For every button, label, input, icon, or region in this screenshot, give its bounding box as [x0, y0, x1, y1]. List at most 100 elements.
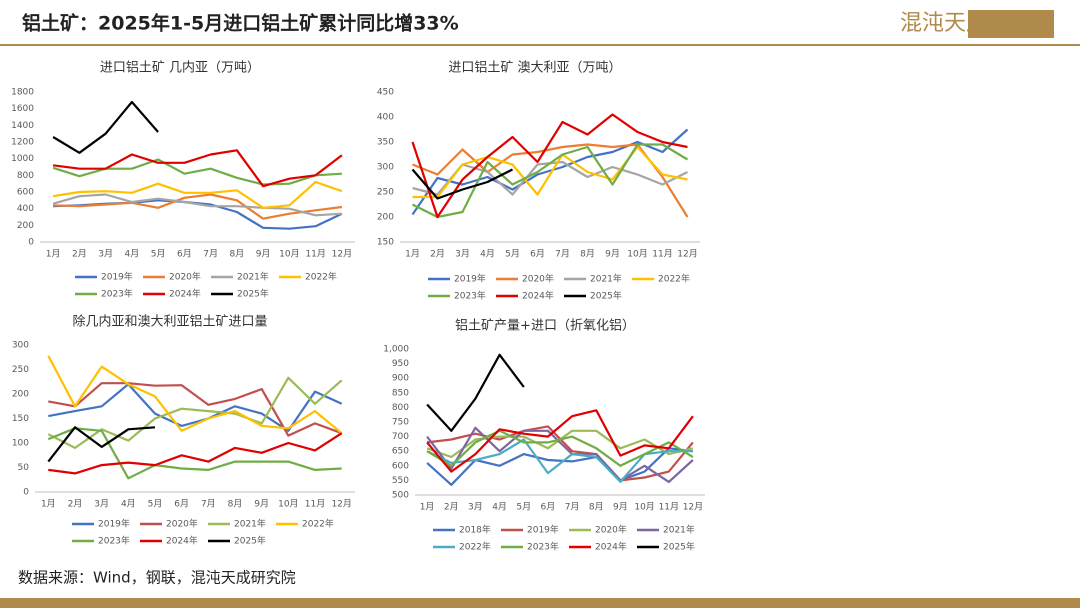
logo: 混沌天成研究院	[900, 11, 1054, 36]
x-tick-label: 3月	[98, 249, 113, 260]
x-tick-label: 10月	[278, 499, 298, 510]
x-tick-label: 4月	[480, 249, 495, 260]
x-tick-label: 5月	[505, 249, 520, 260]
y-tick-label: 250	[12, 365, 29, 375]
x-tick-label: 12月	[677, 249, 697, 260]
chart-title: 进口铝土矿 澳大利亚（万吨）	[448, 60, 621, 76]
x-tick-label: 10月	[634, 502, 654, 513]
legend-label: 2025年	[590, 290, 622, 302]
legend-label: 2023年	[454, 290, 486, 302]
x-tick-label: 11月	[305, 249, 325, 260]
y-tick-label: 900	[392, 374, 409, 384]
y-tick-label: 400	[377, 113, 394, 123]
x-tick-label: 11月	[305, 499, 325, 510]
x-tick-label: 5月	[148, 499, 163, 510]
y-tick-label: 1800	[11, 88, 34, 98]
series-line	[52, 100, 159, 154]
series-line	[47, 355, 343, 435]
legend-label: 2023年	[527, 541, 559, 553]
footer-bar	[0, 598, 1080, 608]
x-tick-label: 6月	[541, 502, 556, 513]
x-tick-label: 1月	[405, 249, 420, 260]
y-tick-label: 950	[392, 359, 409, 369]
series-line	[412, 145, 688, 199]
legend-label: 2022年	[305, 271, 337, 283]
y-tick-label: 600	[17, 188, 34, 198]
y-tick-label: 650	[392, 447, 409, 457]
x-tick-label: 9月	[605, 249, 620, 260]
y-tick-label: 500	[392, 491, 409, 501]
legend-label: 2021年	[237, 271, 269, 283]
x-tick-label: 10月	[279, 249, 299, 260]
x-tick-label: 12月	[331, 499, 351, 510]
x-tick-label: 1月	[46, 249, 61, 260]
y-tick-label: 750	[392, 418, 409, 428]
y-tick-label: 350	[377, 138, 394, 148]
x-tick-label: 6月	[177, 249, 192, 260]
y-tick-label: 50	[18, 463, 30, 473]
legend-label: 2022年	[459, 541, 491, 553]
x-tick-label: 7月	[555, 249, 570, 260]
series-line	[47, 427, 342, 480]
x-tick-label: 9月	[613, 502, 628, 513]
y-tick-label: 1,000	[383, 345, 409, 355]
y-tick-label: 200	[12, 390, 29, 400]
x-tick-label: 11月	[659, 502, 679, 513]
x-tick-label: 3月	[468, 502, 483, 513]
legend-label: 2023年	[98, 535, 130, 547]
legend-label: 2024年	[595, 541, 627, 553]
x-tick-label: 2月	[68, 499, 83, 510]
legend-label: 2024年	[169, 288, 201, 300]
chart-title: 进口铝土矿 几内亚（万吨）	[100, 60, 260, 76]
legend-label: 2023年	[101, 288, 133, 300]
y-tick-label: 1400	[11, 121, 34, 131]
legend-label: 2025年	[663, 541, 695, 553]
x-tick-label: 2月	[444, 502, 459, 513]
source: 数据来源：Wind，钢联，混沌天成研究院	[18, 569, 296, 587]
series-line	[426, 426, 694, 483]
x-tick-label: 1月	[41, 499, 56, 510]
slide-title: 铝土矿：2025年1-5月进口铝土矿累计同比增33%	[22, 12, 459, 35]
legend-label: 2022年	[302, 518, 334, 530]
series-line	[412, 143, 689, 219]
x-tick-label: 6月	[530, 249, 545, 260]
y-tick-label: 1200	[11, 138, 34, 148]
series-line	[412, 143, 689, 218]
x-tick-label: 1月	[420, 502, 435, 513]
series-line	[48, 382, 343, 437]
x-tick-label: 4月	[492, 502, 507, 513]
x-tick-label: 9月	[256, 249, 271, 260]
x-tick-label: 7月	[203, 249, 218, 260]
x-tick-label: 8月	[230, 249, 245, 260]
y-tick-label: 300	[377, 163, 394, 173]
series-line	[426, 409, 694, 473]
x-tick-label: 4月	[125, 249, 140, 260]
legend-label: 2021年	[663, 524, 695, 536]
y-tick-label: 1600	[11, 104, 34, 114]
legend-label: 2022年	[658, 273, 690, 285]
series-line	[426, 438, 693, 483]
legend-label: 2019年	[454, 273, 486, 285]
series-line	[53, 193, 343, 220]
series-line	[52, 193, 342, 217]
legend-label: 2019年	[98, 518, 130, 530]
series-line	[48, 432, 343, 475]
x-tick-label: 2月	[430, 249, 445, 260]
x-tick-label: 6月	[174, 499, 189, 510]
legend-label: 2018年	[459, 524, 491, 536]
legend-label: 2020年	[169, 271, 201, 283]
y-tick-label: 200	[377, 213, 394, 223]
y-tick-label: 250	[377, 188, 394, 198]
y-tick-label: 300	[12, 341, 29, 351]
x-tick-label: 12月	[683, 502, 703, 513]
y-tick-label: 450	[377, 88, 394, 98]
x-tick-label: 3月	[455, 249, 470, 260]
y-tick-label: 700	[392, 432, 409, 442]
y-tick-label: 550	[392, 476, 409, 486]
y-tick-label: 200	[17, 221, 34, 231]
x-tick-label: 2月	[72, 249, 87, 260]
y-tick-label: 800	[392, 403, 409, 413]
x-tick-label: 5月	[151, 249, 166, 260]
series-line	[411, 113, 688, 219]
